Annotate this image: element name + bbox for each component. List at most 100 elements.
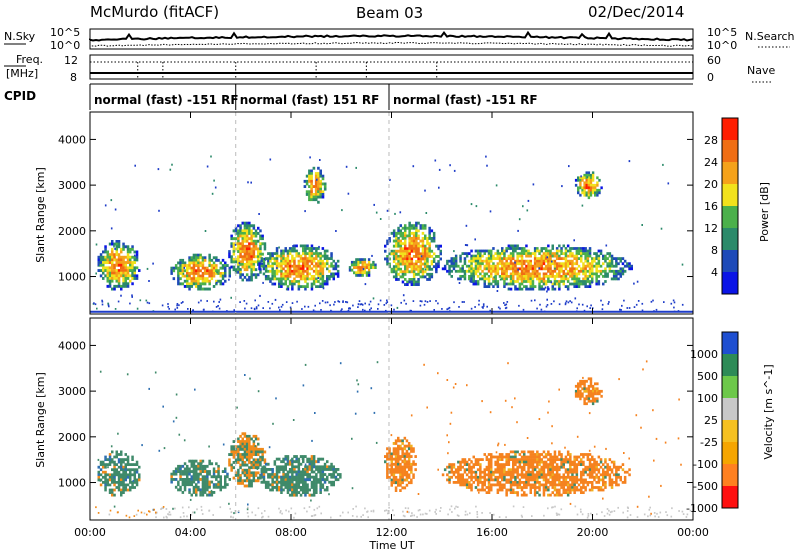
range-cell bbox=[509, 450, 513, 454]
range-cell bbox=[129, 250, 132, 254]
range-cell bbox=[518, 272, 522, 276]
range-cell bbox=[591, 399, 595, 403]
range-cell bbox=[527, 483, 530, 487]
range-cell bbox=[496, 257, 500, 260]
range-cell bbox=[129, 274, 132, 278]
range-cell bbox=[512, 254, 515, 258]
range-cell bbox=[406, 252, 409, 256]
range-cell bbox=[275, 486, 279, 489]
ground-scatter-cell bbox=[255, 306, 258, 308]
range-cell bbox=[106, 258, 109, 262]
range-cell bbox=[483, 282, 486, 286]
ground-scatter-cell bbox=[218, 307, 221, 310]
range-cell bbox=[573, 491, 576, 494]
range-cell bbox=[403, 436, 407, 440]
range-cell bbox=[395, 231, 398, 235]
range-cell bbox=[566, 460, 570, 464]
range-cell bbox=[404, 283, 407, 286]
range-cell bbox=[241, 221, 244, 225]
range-cell bbox=[181, 274, 185, 278]
range-cell bbox=[288, 280, 292, 283]
range-cell bbox=[571, 475, 574, 479]
range-cell bbox=[310, 185, 313, 188]
range-cell bbox=[553, 486, 557, 489]
range-cell bbox=[126, 284, 130, 288]
ground-scatter-cell bbox=[174, 308, 176, 311]
range-cell bbox=[531, 453, 535, 456]
ground-scatter-cell bbox=[641, 309, 644, 312]
range-cell bbox=[259, 447, 262, 451]
range-cell bbox=[514, 272, 517, 276]
range-cell bbox=[549, 252, 552, 255]
range-cell bbox=[531, 455, 535, 459]
range-cell bbox=[321, 285, 325, 288]
ground-scatter-cell bbox=[478, 299, 480, 302]
range-cell bbox=[122, 481, 125, 484]
ground-scatter-cell bbox=[426, 301, 429, 303]
range-cell bbox=[518, 285, 522, 288]
range-cell bbox=[219, 282, 222, 286]
range-cell bbox=[529, 254, 532, 258]
range-cell bbox=[357, 263, 360, 267]
range-cell bbox=[602, 481, 605, 484]
scatter-cell bbox=[193, 511, 196, 514]
scatter-cell bbox=[131, 294, 133, 297]
range-cell bbox=[97, 478, 100, 482]
range-cell bbox=[459, 465, 462, 469]
range-cell bbox=[587, 392, 591, 396]
range-cell bbox=[392, 260, 396, 263]
range-cell bbox=[326, 280, 329, 283]
range-cell bbox=[509, 272, 513, 276]
range-cell bbox=[332, 468, 335, 471]
range-cell bbox=[241, 468, 244, 472]
range-cell bbox=[392, 275, 396, 279]
range-cell bbox=[312, 465, 316, 469]
range-cell bbox=[310, 174, 313, 178]
range-cell bbox=[264, 486, 268, 489]
ground-scatter-cell bbox=[176, 307, 179, 309]
range-cell bbox=[201, 470, 205, 473]
scatter-cell bbox=[574, 297, 577, 300]
range-cell bbox=[131, 274, 134, 278]
scatter-cell bbox=[466, 244, 469, 247]
range-cell bbox=[271, 488, 274, 492]
range-cell bbox=[487, 280, 491, 283]
range-cell bbox=[310, 480, 314, 484]
range-cell bbox=[542, 483, 546, 487]
range-cell bbox=[401, 270, 405, 274]
range-cell bbox=[571, 478, 574, 482]
range-cell bbox=[579, 397, 582, 401]
range-cell bbox=[203, 258, 207, 262]
range-cell bbox=[547, 478, 550, 482]
scatter-cell bbox=[99, 479, 102, 482]
range-cell bbox=[208, 258, 211, 262]
range-cell bbox=[188, 488, 191, 492]
range-cell bbox=[314, 198, 318, 202]
range-cell bbox=[533, 269, 537, 273]
range-cell bbox=[525, 269, 528, 273]
range-cell bbox=[575, 262, 579, 266]
range-cell bbox=[250, 229, 253, 233]
range-cell bbox=[410, 462, 413, 466]
range-cell bbox=[496, 470, 500, 474]
range-cell bbox=[106, 458, 109, 461]
range-cell bbox=[310, 285, 314, 288]
range-cell bbox=[278, 486, 281, 489]
range-cell bbox=[446, 269, 449, 273]
range-cell bbox=[408, 237, 411, 240]
range-cell bbox=[295, 267, 298, 271]
range-cell bbox=[336, 272, 340, 276]
scatter-cell bbox=[97, 263, 100, 266]
range-cell bbox=[243, 234, 247, 238]
range-cell bbox=[465, 463, 469, 466]
range-cell bbox=[582, 483, 585, 487]
range-cell bbox=[481, 254, 484, 258]
range-cell bbox=[468, 481, 471, 484]
range-cell bbox=[595, 486, 598, 489]
range-cell bbox=[241, 242, 244, 246]
range-cell bbox=[259, 463, 262, 467]
range-cell bbox=[263, 247, 267, 251]
range-cell bbox=[203, 480, 207, 484]
range-cell bbox=[397, 447, 400, 451]
scatter-cell bbox=[678, 398, 680, 401]
